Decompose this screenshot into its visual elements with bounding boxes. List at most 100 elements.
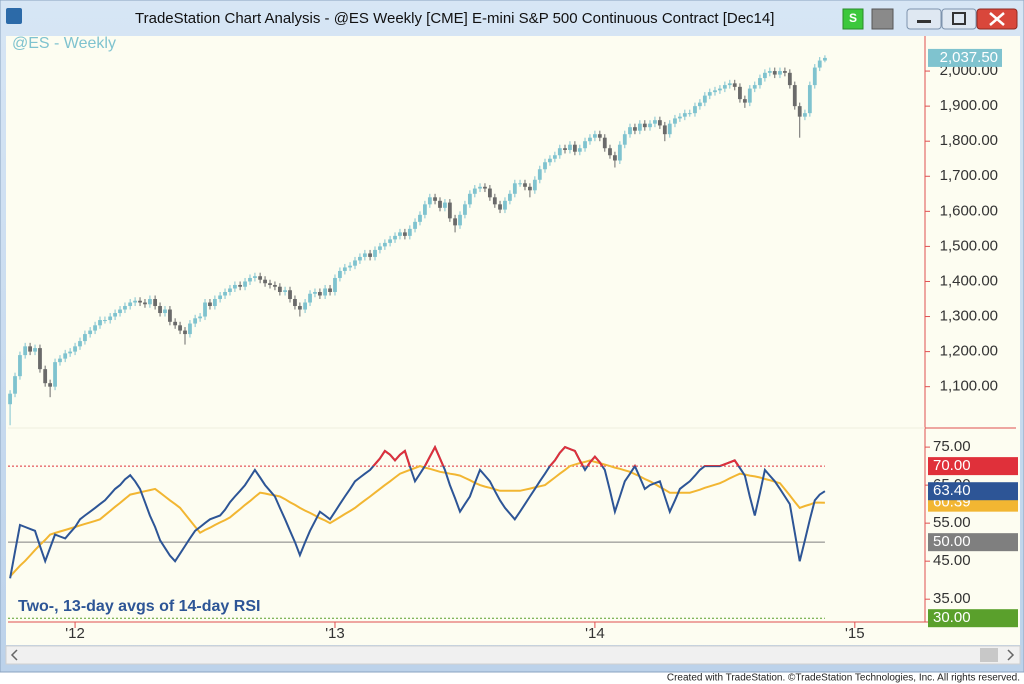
reference-label: 50.00 xyxy=(933,533,971,550)
candle-body xyxy=(732,83,737,87)
candle-body xyxy=(458,214,462,226)
candle-body xyxy=(198,316,202,319)
chart-area xyxy=(6,36,1020,645)
candle-body xyxy=(653,120,657,124)
candle-body xyxy=(622,134,627,145)
candle-body xyxy=(253,276,257,278)
candle-body xyxy=(453,218,457,226)
candle-body xyxy=(178,325,182,331)
candle-body xyxy=(223,291,227,296)
info-button[interactable] xyxy=(871,8,894,30)
candle-body xyxy=(602,137,607,149)
candle-body xyxy=(273,284,277,287)
candle-body xyxy=(118,309,122,314)
last-price-label: 2,037.50 xyxy=(940,49,998,66)
strategy-button[interactable] xyxy=(842,8,864,30)
candle-body xyxy=(333,277,337,292)
candle-body xyxy=(577,148,582,152)
candle-body xyxy=(418,214,422,222)
candle-body xyxy=(18,355,22,377)
candle-body xyxy=(472,188,477,194)
window-title: TradeStation Chart Analysis - @ES Weekly… xyxy=(135,10,774,27)
x-tick-label: '15 xyxy=(845,625,865,642)
candle-body xyxy=(218,295,222,300)
candle-body xyxy=(338,270,342,278)
candle-body xyxy=(487,188,492,198)
candle-body xyxy=(258,276,263,280)
candle-body xyxy=(667,123,672,135)
scroll-left[interactable] xyxy=(10,649,18,661)
scroll-thumb[interactable] xyxy=(980,648,998,662)
scroll-right[interactable] xyxy=(1007,649,1015,661)
candle-body xyxy=(277,286,282,292)
candle-body xyxy=(812,67,817,86)
candle-body xyxy=(772,71,777,75)
candle-body xyxy=(138,300,142,303)
y-tick-label: 1,900.00 xyxy=(940,97,998,114)
candle-body xyxy=(358,256,362,261)
candle-body xyxy=(123,306,127,310)
minimize-button[interactable] xyxy=(906,8,942,30)
candle-body xyxy=(268,283,272,285)
y-tick-label: 45.00 xyxy=(933,552,971,569)
last-price-box xyxy=(928,48,1002,67)
candle-body xyxy=(203,302,207,317)
reference-box xyxy=(928,609,1018,628)
candle-body xyxy=(633,127,637,131)
candle-body xyxy=(543,162,547,170)
candle-body xyxy=(447,202,452,219)
rsi-line xyxy=(9,459,825,578)
y-tick-label: 1,500.00 xyxy=(940,237,998,254)
candle-body xyxy=(508,193,512,201)
candle-body xyxy=(148,299,152,305)
candle-body xyxy=(727,83,732,86)
maximize-button[interactable] xyxy=(941,8,977,30)
candle-body xyxy=(38,348,42,370)
candle-body xyxy=(628,127,632,135)
candle-body xyxy=(228,288,232,292)
candle-body xyxy=(63,353,68,359)
candle-body xyxy=(318,291,322,296)
candle-body xyxy=(648,123,652,128)
candle-body xyxy=(682,113,687,117)
candle-body xyxy=(283,290,287,292)
candle-body xyxy=(528,186,532,191)
candle-body xyxy=(498,204,502,210)
candle-body xyxy=(348,265,352,268)
indicator-title: Two-, 13-day avgs of 14-day RSI xyxy=(18,598,260,615)
candle-body xyxy=(128,302,133,307)
y-tick-label: 1,400.00 xyxy=(940,272,998,289)
candle-body xyxy=(58,358,62,363)
candle-body xyxy=(478,186,482,189)
candle-body xyxy=(308,293,312,303)
candle-body xyxy=(593,134,597,138)
candle-body xyxy=(718,88,722,91)
candle-body xyxy=(168,309,172,322)
candle-body xyxy=(303,302,307,310)
scrollbar[interactable] xyxy=(5,645,1021,665)
candle-body xyxy=(617,144,622,161)
candle-body xyxy=(762,72,767,79)
candle-body xyxy=(248,277,252,282)
candle-body xyxy=(787,72,792,86)
y-tick-label: 75.00 xyxy=(933,438,971,455)
candle-body xyxy=(88,330,93,335)
candle-body xyxy=(642,123,647,128)
reference-box xyxy=(928,533,1018,552)
candle-body xyxy=(342,267,347,271)
y-tick-label: 35.00 xyxy=(933,590,971,607)
candle-body xyxy=(402,232,407,236)
candle-body xyxy=(783,71,787,73)
candle-body xyxy=(93,325,97,331)
candle-body xyxy=(662,125,667,135)
footer: Created with TradeStation. ©TradeStation… xyxy=(667,673,1020,684)
candle-body xyxy=(797,106,802,117)
candle-body xyxy=(413,221,417,229)
candle-body xyxy=(427,197,432,205)
candle-body xyxy=(103,320,107,322)
candle-body xyxy=(388,239,392,243)
candle-body xyxy=(698,102,702,107)
candle-body xyxy=(208,302,212,307)
last-value-label: 63.40 xyxy=(933,482,971,499)
candle-body xyxy=(713,90,717,93)
